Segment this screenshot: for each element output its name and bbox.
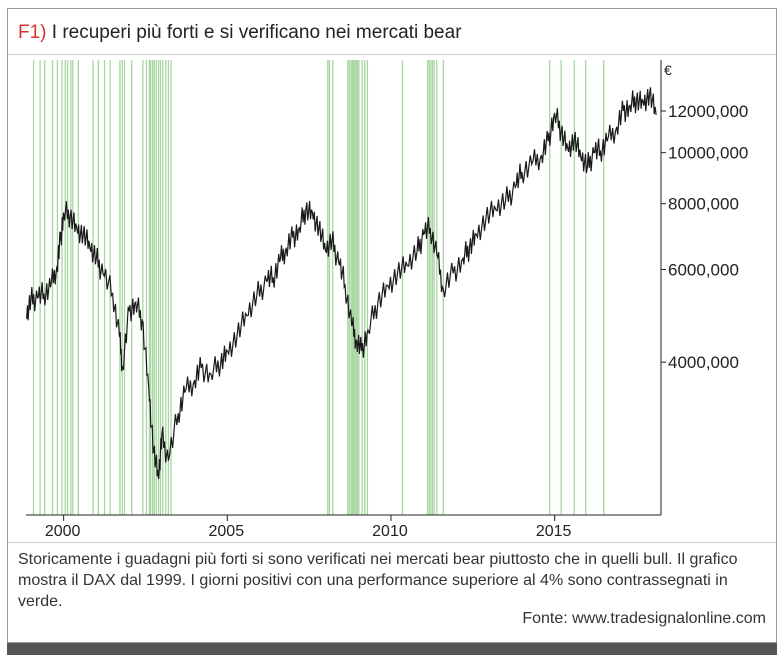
title-separator — [8, 54, 776, 55]
highlight-bands — [32, 60, 605, 515]
tick-labels: 2000 2005 2010 2015 4000,000 6000,000 8000,000… — [45, 62, 749, 540]
y-tick-label-10000: 10000,000 — [668, 144, 748, 163]
bottom-bar — [7, 643, 777, 655]
x-tick-label-2015: 2015 — [536, 523, 572, 540]
dax-chart: 2000 2005 2010 2015 4000,000 6000,000 8000,000… — [26, 60, 749, 540]
caption-separator — [8, 542, 776, 543]
y-axis-unit: € — [664, 62, 672, 78]
chart-axes — [26, 60, 662, 516]
figure-frame — [7, 8, 777, 643]
source-credit: Fonte: www.tradesignalonline.com — [522, 610, 766, 627]
y-tick-label-12000: 12000,000 — [668, 102, 748, 121]
chart-title-text: I recuperi più forti e si verificano nei… — [51, 22, 462, 43]
chart-title: F1) I recuperi più forti e si verificano… — [18, 22, 462, 44]
figure-label: F1) — [18, 22, 47, 43]
y-tick-label-4000: 4000,000 — [668, 353, 739, 372]
x-tick-label-2010: 2010 — [372, 523, 408, 540]
x-tick-label-2000: 2000 — [45, 523, 81, 540]
chart-caption: Storicamente i guadagni più forti si son… — [18, 551, 738, 610]
y-tick-label-6000: 6000,000 — [668, 260, 739, 279]
dax-series-line — [26, 87, 657, 480]
y-tick-label-8000: 8000,000 — [668, 195, 739, 214]
x-tick-label-2005: 2005 — [209, 523, 245, 540]
